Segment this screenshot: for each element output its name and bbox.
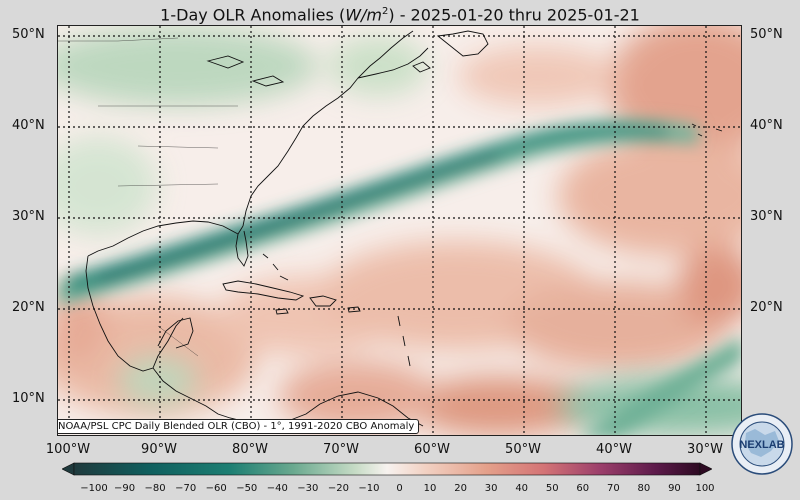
lat-label-right-50: 50°N bbox=[750, 27, 783, 42]
colorbar-tick-label: 80 bbox=[637, 483, 651, 494]
lat-label-left-40: 40°N bbox=[12, 118, 45, 133]
graticule bbox=[58, 26, 741, 435]
colorbar-tick-label: 30 bbox=[484, 483, 498, 494]
southern-band-anomaly bbox=[581, 337, 741, 435]
colorbar-tick-label: −10 bbox=[358, 483, 380, 494]
lon-label-50w: 50°W bbox=[505, 442, 541, 457]
lon-label-70w: 70°W bbox=[323, 442, 359, 457]
lon-label-80w: 80°W bbox=[232, 442, 268, 457]
lat-label-right-20: 20°N bbox=[750, 300, 783, 315]
colorbar-tick-label: 50 bbox=[545, 483, 559, 494]
data-credit-label: NOAA/PSL CPC Daily Blended OLR (CBO) - 1… bbox=[58, 419, 420, 434]
colorbar-tick-label: 70 bbox=[606, 483, 620, 494]
logo-text: NEXLAB bbox=[739, 439, 784, 451]
lon-label-40w: 40°W bbox=[596, 442, 632, 457]
olr-anomaly-map: NOAA/PSL CPC Daily Blended OLR (CBO) - 1… bbox=[57, 25, 742, 436]
lat-label-left-30: 30°N bbox=[12, 209, 45, 224]
colorbar-tick-label: −40 bbox=[266, 483, 288, 494]
colorbar-tick-label: −60 bbox=[205, 483, 227, 494]
lat-label-right-40: 40°N bbox=[750, 118, 783, 133]
colorbar-tick-label: −20 bbox=[327, 483, 349, 494]
colorbar-tick-label: 20 bbox=[454, 483, 467, 494]
colorbar bbox=[62, 462, 712, 476]
map-title: 1-Day OLR Anomalies (W/m2) - 2025-01-20 … bbox=[160, 5, 640, 25]
colorbar-tick-label: 90 bbox=[668, 483, 681, 494]
lat-label-left-10: 10°N bbox=[12, 391, 45, 406]
colorbar-tick-label: −50 bbox=[236, 483, 258, 494]
colorbar-tick-label: −70 bbox=[175, 483, 197, 494]
colorbar-tick-label: 40 bbox=[515, 483, 529, 494]
lat-label-left-50: 50°N bbox=[12, 27, 45, 42]
colorbar-tick-label: 100 bbox=[695, 483, 715, 494]
map-field bbox=[58, 26, 741, 435]
negative-anomaly-areas bbox=[58, 26, 741, 435]
lon-label-90w: 90°W bbox=[141, 442, 177, 457]
political-borders bbox=[58, 37, 238, 357]
lon-label-30w: 30°W bbox=[687, 442, 723, 457]
lon-label-100w: 100°W bbox=[45, 442, 91, 457]
lon-label-60w: 60°W bbox=[414, 442, 450, 457]
colorbar-tick-label: 10 bbox=[423, 483, 437, 494]
coastlines bbox=[85, 30, 723, 429]
colorbar-tick-label: −90 bbox=[113, 483, 136, 494]
positive-anomaly-areas bbox=[58, 26, 741, 435]
colorbar-tick-label: −100 bbox=[80, 483, 108, 494]
nexlab-globe-logo-icon: NEXLAB bbox=[731, 413, 793, 475]
colorbar-tick-label: 0 bbox=[396, 483, 403, 494]
colorbar-tick-label: −80 bbox=[144, 483, 166, 494]
lat-label-right-30: 30°N bbox=[750, 209, 783, 224]
lat-label-left-20: 20°N bbox=[12, 300, 45, 315]
colorbar-tick-label: 60 bbox=[576, 483, 590, 494]
colorbar-tick-label: −30 bbox=[297, 483, 319, 494]
